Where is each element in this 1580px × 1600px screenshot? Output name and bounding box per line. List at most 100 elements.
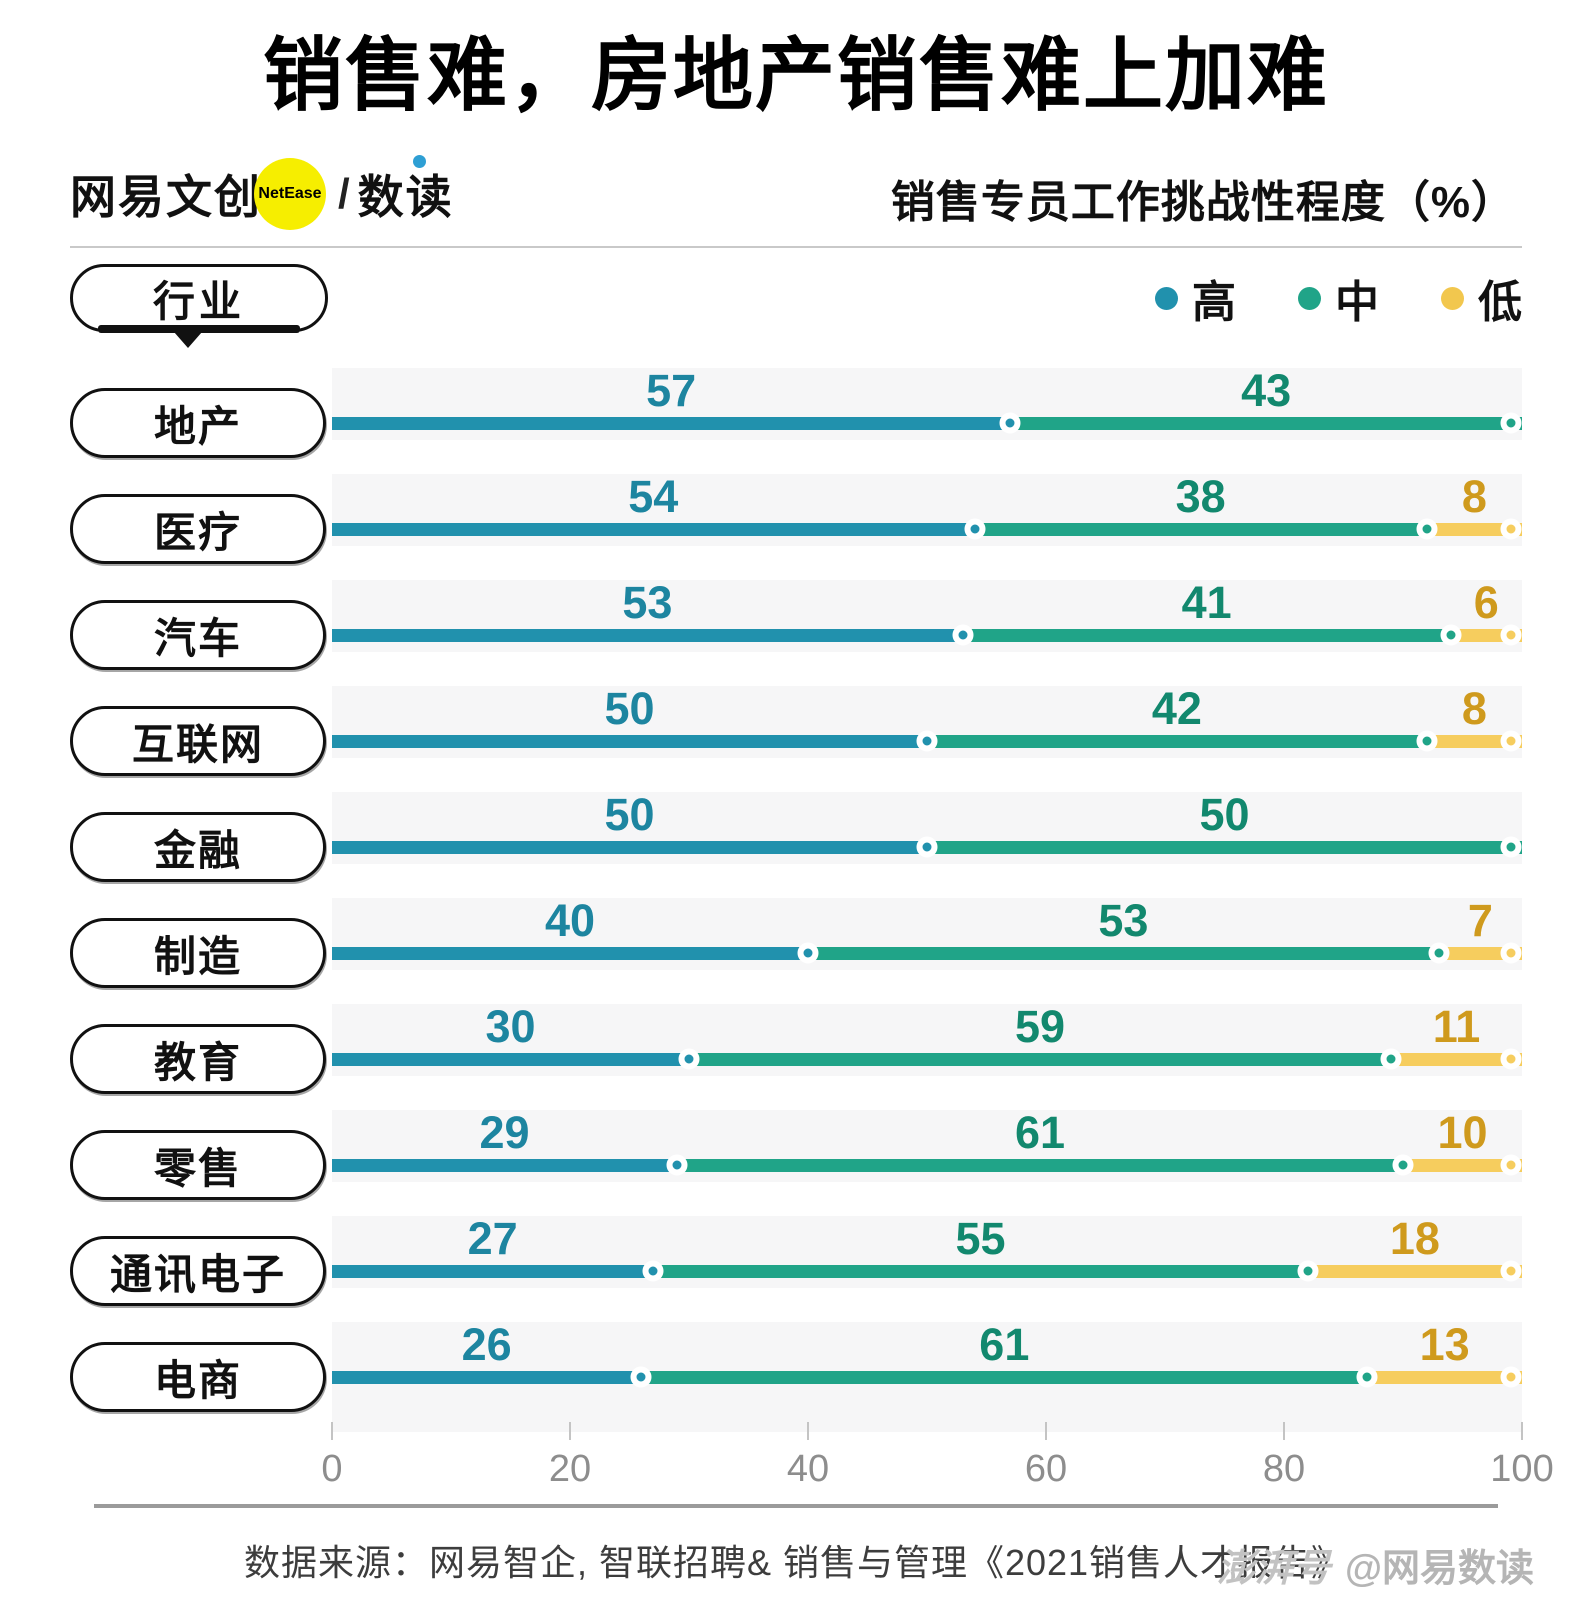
value-label: 43: [1241, 365, 1292, 416]
segment-junction-dot: [1440, 624, 1462, 646]
chart-row: 医疗 54 38 8: [70, 440, 1522, 564]
industry-pill: 金融: [70, 812, 326, 882]
bar-segment: [1307, 1265, 1522, 1278]
legend-row: 行业 高 中 低: [70, 262, 1522, 348]
value-label: 8: [1461, 683, 1487, 734]
segment-junction-dot: [1392, 1154, 1414, 1176]
value-label: 50: [1199, 789, 1250, 840]
row-band: 40 53 7: [332, 898, 1522, 970]
bar-segment: [332, 1265, 654, 1278]
axis-strip: [332, 1394, 1522, 1432]
row-band: 57 43: [332, 368, 1522, 440]
industry-pill-column: 零售: [70, 1130, 332, 1200]
segment-junction-dot: [630, 1366, 652, 1388]
pengpai-logo: 澎湃号: [1216, 1548, 1331, 1590]
axis-tick: [807, 1422, 809, 1440]
segment-junction-dot: [678, 1048, 700, 1070]
bar-segment: [677, 1159, 1403, 1172]
industry-pill: 电商: [70, 1342, 326, 1412]
value-label: 29: [479, 1107, 530, 1158]
industry-pill: 互联网: [70, 706, 326, 776]
chart-rows: 地产 57 43 医疗 54 38 8 汽车 53 41 6 互联网 50 42 8 金融 50 50 制造 40 53…: [70, 334, 1522, 1412]
netease-logo: 网易文创 NetEase / 数读: [70, 155, 454, 230]
segment-junction-dot: [952, 624, 974, 646]
bar-segment: [332, 523, 975, 536]
logo-subbrand: 数读: [358, 155, 454, 227]
legend-item: 低: [1441, 266, 1522, 330]
value-label: 6: [1473, 577, 1499, 628]
data-source: 数据来源：网易智企, 智联招聘& 销售与管理《2021销售人才报告》: [243, 1542, 1349, 1583]
value-label: 50: [604, 683, 655, 734]
bar-segment: [962, 629, 1451, 642]
industry-pill-column: 制造: [70, 918, 332, 988]
industry-pill-column: 医疗: [70, 494, 332, 564]
segment-junction-dot: [1297, 1260, 1319, 1282]
industry-pill-column: 教育: [70, 1024, 332, 1094]
bar-segment: [1391, 1053, 1522, 1066]
watermark-handle: @网易数读: [1344, 1548, 1534, 1590]
value-label: 42: [1151, 683, 1202, 734]
value-label: 50: [604, 789, 655, 840]
pill-tail-icon: [173, 332, 202, 348]
axis-tick: [331, 1422, 333, 1440]
value-label: 7: [1467, 895, 1493, 946]
row-band: 27 55 18: [332, 1216, 1522, 1288]
value-label: 57: [646, 365, 697, 416]
industry-axis-label-text: 行业: [152, 277, 245, 325]
x-axis: 0 20 40 60 80 100: [70, 1394, 1554, 1494]
bar-segment: [332, 629, 963, 642]
legend-dot-icon: [1298, 286, 1321, 310]
row-band: 26 61 13: [332, 1322, 1522, 1394]
bar-segment: [1010, 417, 1522, 430]
segment-end-dot: [1500, 1366, 1522, 1388]
netease-badge-icon: NetEase: [254, 158, 326, 230]
value-label: 59: [1015, 1001, 1066, 1052]
row-band: 53 41 6: [332, 580, 1522, 652]
row-band: 50 42 8: [332, 686, 1522, 758]
segment-junction-dot: [1356, 1366, 1378, 1388]
logo-brand-text: 网易文创: [70, 171, 262, 223]
legend-dot-icon: [1441, 286, 1464, 310]
industry-pill: 汽车: [70, 600, 326, 670]
industry-pill-column: 电商: [70, 1342, 332, 1412]
chart-row: 电商 26 61 13: [70, 1288, 1522, 1412]
segment-junction-dot: [999, 412, 1021, 434]
bar-segment: [653, 1265, 1308, 1278]
segment-junction-dot: [666, 1154, 688, 1176]
industry-axis-label: 行业: [70, 264, 328, 348]
industry-pill: 地产: [70, 388, 326, 458]
value-label: 13: [1419, 1319, 1470, 1370]
value-label: 11: [1432, 1001, 1481, 1052]
legend-item: 中: [1298, 266, 1379, 330]
chart-row: 汽车 53 41 6: [70, 546, 1522, 670]
axis-tick: [1521, 1422, 1523, 1440]
footer-divider: [94, 1504, 1498, 1508]
value-label: 61: [1015, 1107, 1066, 1158]
page-title: 销售难，房地产销售难上加难: [263, 31, 1329, 120]
segment-junction-dot: [916, 730, 938, 752]
row-band: 30 59 11: [332, 1004, 1522, 1076]
value-label: 26: [461, 1319, 512, 1370]
bar-segment: [332, 1053, 689, 1066]
segment-junction-dot: [797, 942, 819, 964]
chart-row: 互联网 50 42 8: [70, 652, 1522, 776]
logo-blue-dot-icon: [413, 155, 427, 168]
legend-item: 高: [1155, 266, 1236, 330]
axis-tick: [1283, 1422, 1285, 1440]
value-label: 53: [622, 577, 673, 628]
bar-segment: [332, 417, 1011, 430]
axis-tick-label: 40: [786, 1448, 830, 1490]
value-label: 27: [467, 1213, 518, 1264]
segment-end-dot: [1500, 730, 1522, 752]
segment-end-dot: [1500, 1154, 1522, 1176]
segment-end-dot: [1500, 624, 1522, 646]
chart-row: 教育 30 59 11: [70, 970, 1522, 1094]
industry-pill: 制造: [70, 918, 326, 988]
legend: 高中低: [1155, 266, 1522, 330]
axis-tick: [569, 1422, 571, 1440]
industry-pill: 零售: [70, 1130, 326, 1200]
axis-tick-label: 0: [321, 1448, 343, 1490]
chart-row: 制造 40 53 7: [70, 864, 1522, 988]
axis-tick-label: 80: [1262, 1448, 1306, 1490]
